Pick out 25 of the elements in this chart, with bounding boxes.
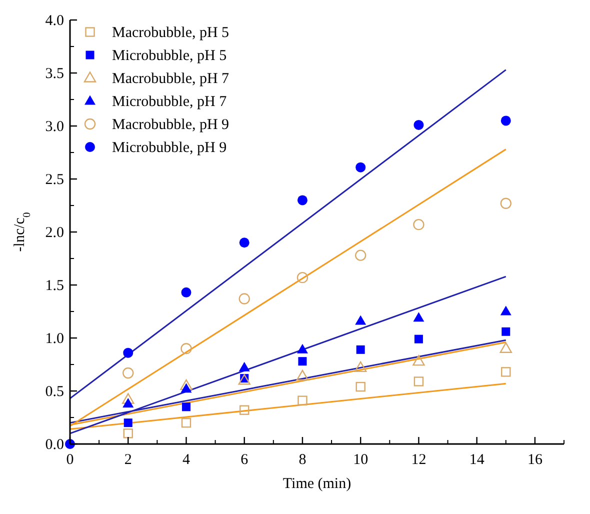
x-tick-label: 10 xyxy=(353,452,368,468)
x-tick-label: 6 xyxy=(240,452,249,468)
y-tick-label: 2.5 xyxy=(45,172,64,188)
y-tick-label: 0.5 xyxy=(45,384,64,400)
x-tick-label: 14 xyxy=(469,452,485,468)
x-tick-label: 12 xyxy=(411,452,426,468)
x-tick-label: 4 xyxy=(182,452,190,468)
legend-label: Microbubble, pH 5 xyxy=(112,48,227,64)
x-tick-label: 2 xyxy=(124,452,132,468)
x-axis-title: Time (min) xyxy=(282,476,352,492)
y-tick-label: 3.5 xyxy=(45,66,64,82)
y-tick-label: 1.0 xyxy=(45,331,64,347)
legend-label: Macrobubble, pH 9 xyxy=(112,117,230,133)
x-tick-label: 8 xyxy=(298,452,306,468)
y-tick-label: 0.0 xyxy=(45,437,64,453)
y-tick-label: 4.0 xyxy=(45,13,64,29)
legend-label: Microbubble, pH 9 xyxy=(112,140,227,156)
x-tick-label: 0 xyxy=(66,452,74,468)
y-tick-label: 1.5 xyxy=(45,278,64,294)
legend-label: Macrobubble, pH 7 xyxy=(112,71,230,87)
legend-label: Macrobubble, pH 5 xyxy=(112,25,230,41)
y-tick-label: 2.0 xyxy=(45,225,64,241)
legend-label: Microbubble, pH 7 xyxy=(112,94,228,110)
y-tick-label: 3.0 xyxy=(45,119,64,135)
x-tick-label: 16 xyxy=(527,452,543,468)
